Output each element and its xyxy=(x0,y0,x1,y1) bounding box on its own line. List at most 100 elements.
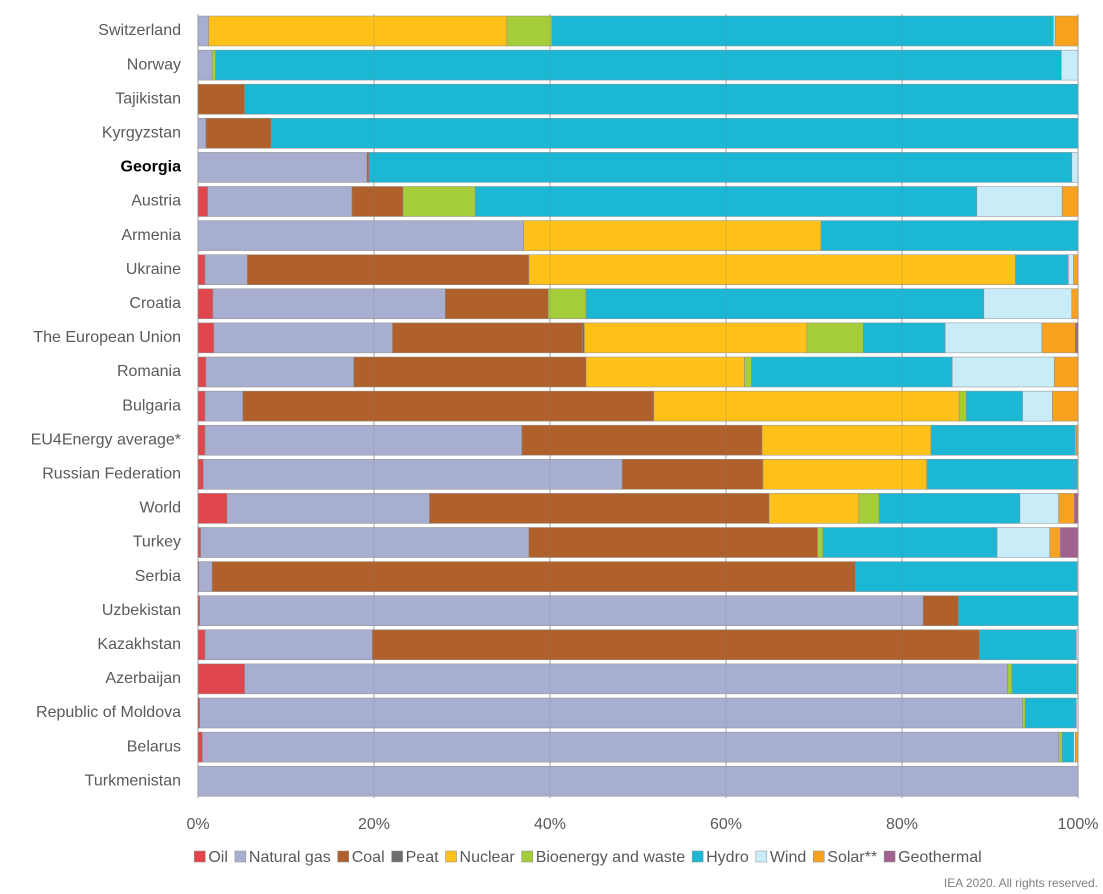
bar-segment xyxy=(197,49,213,81)
bar-segment xyxy=(197,152,368,183)
bar-segment xyxy=(1075,424,1079,456)
bar-segment xyxy=(653,390,960,422)
bar-segment xyxy=(197,765,1079,797)
bar-segment xyxy=(226,493,430,524)
category-label: Turkey xyxy=(133,534,181,551)
bar-segment xyxy=(1071,288,1079,320)
bar-segment xyxy=(197,390,206,422)
x-tick-label: 80% xyxy=(886,816,918,833)
bar-segment xyxy=(1076,459,1079,490)
bar-segment xyxy=(197,118,207,149)
x-tick-label: 60% xyxy=(710,816,742,833)
category-label: Serbia xyxy=(135,568,181,585)
bar-segment xyxy=(198,561,213,592)
category-label: Norway xyxy=(127,56,181,73)
bar-segment xyxy=(197,83,245,115)
bar-segment xyxy=(215,49,1062,81)
legend-swatch xyxy=(445,850,457,863)
bar-segment xyxy=(270,118,1079,149)
category-label: Romania xyxy=(117,363,181,380)
category-label: Tajikistan xyxy=(115,90,181,107)
bar-segment xyxy=(212,288,446,320)
bar-segment xyxy=(930,424,1076,456)
bar-segment xyxy=(927,459,1078,490)
legend-label: Wind xyxy=(770,849,806,866)
bar-segment xyxy=(951,356,1055,388)
bar-segment xyxy=(474,186,978,217)
bar-segment xyxy=(1022,390,1053,422)
bar-segment xyxy=(878,493,1021,524)
category-label: World xyxy=(140,500,182,517)
category-label: Bulgaria xyxy=(122,397,181,414)
bar-segment xyxy=(1052,390,1079,422)
bar-segment xyxy=(585,288,985,320)
bar-segment xyxy=(204,424,523,456)
bar-segment xyxy=(1049,527,1061,558)
bar-segment xyxy=(1075,697,1079,729)
bar-segment xyxy=(1007,663,1013,695)
legend-swatch xyxy=(883,850,896,863)
bar-segment xyxy=(392,322,583,354)
legend-swatch xyxy=(234,850,247,863)
bar-segment xyxy=(506,15,553,47)
bar-segment xyxy=(208,15,508,47)
bar-segment xyxy=(820,220,1079,251)
bar-segment xyxy=(197,424,206,456)
bar-segment xyxy=(958,595,1079,626)
bar-segment xyxy=(197,15,209,47)
bar-segment xyxy=(205,118,272,149)
bar-segment xyxy=(207,186,353,217)
bar-segment xyxy=(197,527,201,558)
legend-swatch xyxy=(813,850,825,863)
bar-segment xyxy=(1073,254,1079,285)
category-label: Kyrgyzstan xyxy=(102,125,181,142)
bar-segment xyxy=(445,288,549,320)
x-tick-label: 20% xyxy=(358,816,390,833)
legend-swatch xyxy=(391,850,403,863)
bar-segment xyxy=(353,356,587,388)
bar-segment xyxy=(1041,322,1076,354)
bar-segment xyxy=(368,152,1073,183)
bar-segment xyxy=(965,390,1023,422)
bar-segment xyxy=(366,152,369,183)
bar-segment xyxy=(1060,527,1079,558)
bar-segment xyxy=(761,424,932,456)
bar-segment xyxy=(822,527,998,558)
x-tick-label: 0% xyxy=(186,816,209,833)
bar-segment xyxy=(197,254,206,285)
x-tick-label: 40% xyxy=(534,816,566,833)
x-tick-label: 100% xyxy=(1058,816,1099,833)
bar-segment xyxy=(203,459,623,490)
legend-label: Geothermal xyxy=(898,849,982,866)
bar-segment xyxy=(863,322,946,354)
bar-segment xyxy=(197,493,228,524)
bar-segment xyxy=(621,459,764,490)
bar-segment xyxy=(1075,322,1079,354)
legend-label: Oil xyxy=(208,849,228,866)
bar-segment xyxy=(402,186,476,217)
bar-segment xyxy=(197,663,245,695)
footnote: IEA 2020. All rights reserved. xyxy=(944,876,1098,890)
bar-segment xyxy=(1019,493,1059,524)
bar-segment xyxy=(1022,697,1026,729)
bar-segment xyxy=(1054,15,1079,47)
legend-label: Hydro xyxy=(706,849,749,866)
bar-segment xyxy=(855,561,1078,592)
bar-segment xyxy=(547,288,587,320)
bar-segment xyxy=(242,390,655,422)
category-label: Georgia xyxy=(121,159,182,176)
bar-segment xyxy=(1075,629,1079,661)
bar-segment xyxy=(1011,663,1077,695)
category-label: Belarus xyxy=(127,738,181,755)
bar-segment xyxy=(351,186,404,217)
bar-segment xyxy=(197,220,524,251)
bar-segment xyxy=(247,254,530,285)
category-label: Ukraine xyxy=(126,261,181,278)
legend-label: Peat xyxy=(406,849,439,866)
category-label: Azerbaijan xyxy=(105,670,181,687)
category-label: EU4Energy average* xyxy=(31,431,181,448)
bar-segment xyxy=(944,322,1043,354)
bars xyxy=(197,15,1079,797)
bar-segment xyxy=(806,322,864,354)
bar-segment xyxy=(197,322,215,354)
